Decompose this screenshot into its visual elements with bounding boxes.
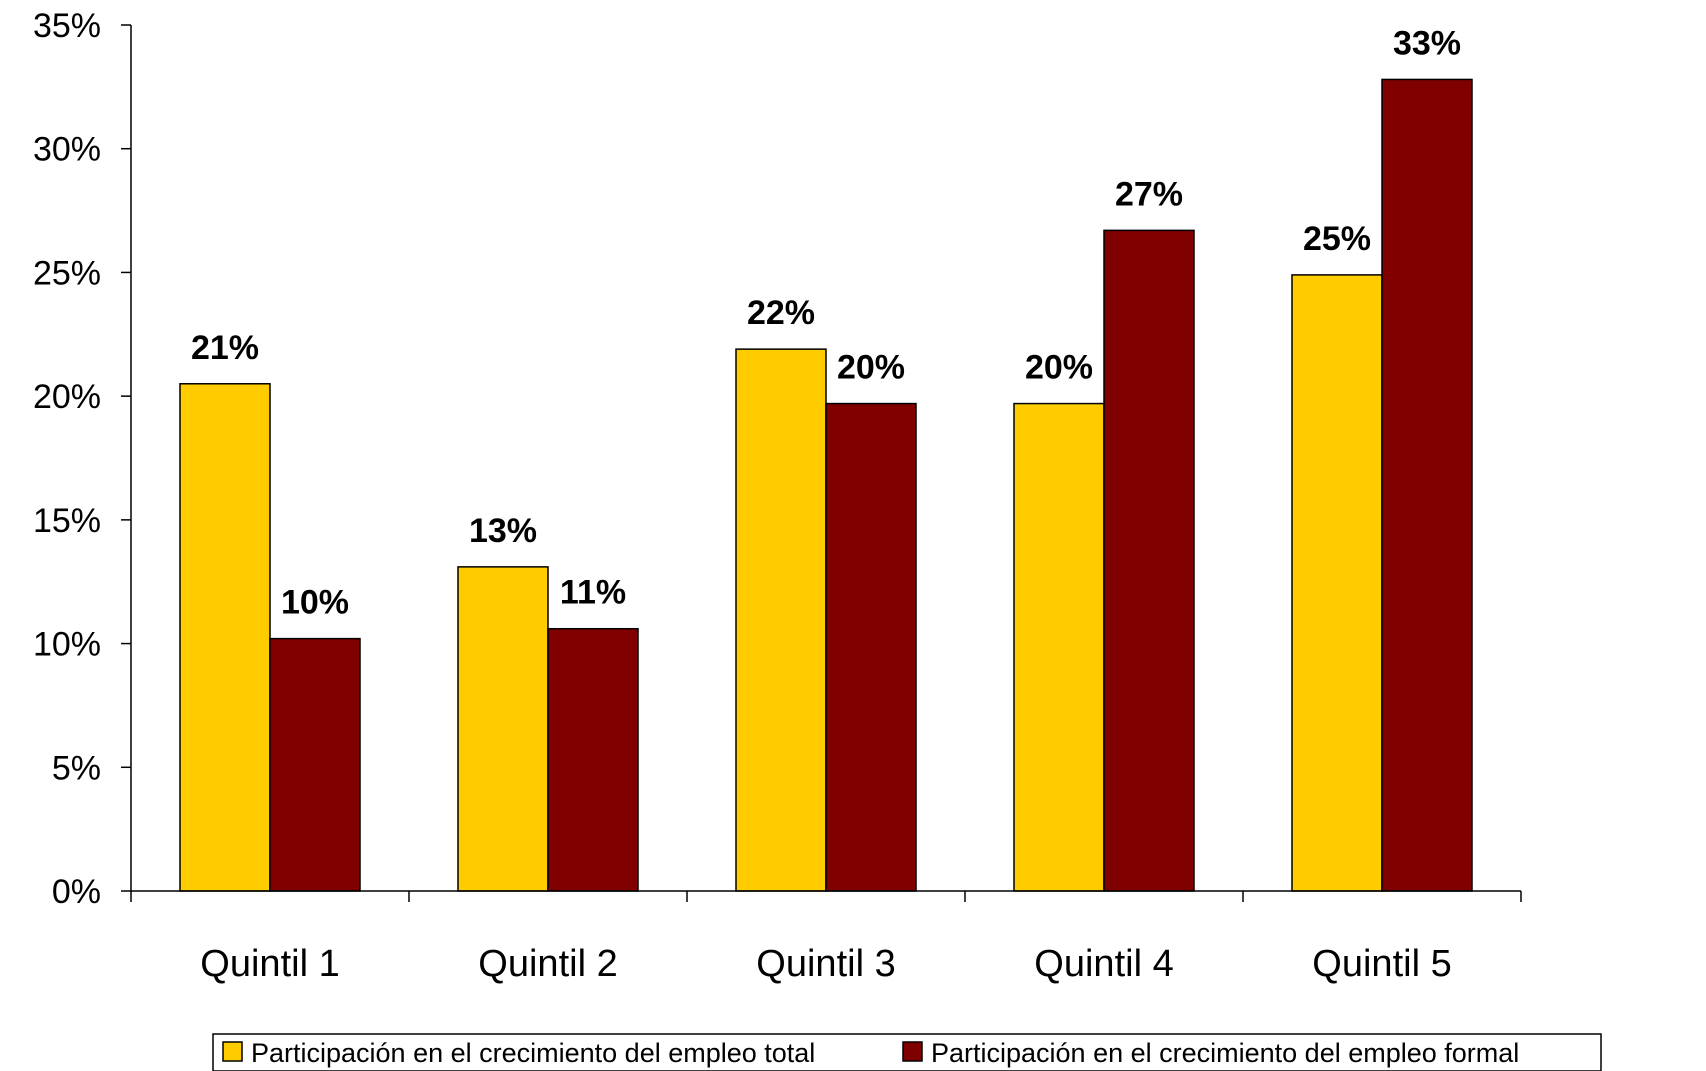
data-label-total-2: 13% bbox=[469, 512, 537, 550]
bar-total-3 bbox=[735, 348, 827, 892]
data-label-total-3: 22% bbox=[747, 294, 815, 332]
bar-total-5 bbox=[1291, 274, 1383, 892]
x-category-label: Quintil 3 bbox=[756, 943, 895, 985]
y-tick-label: 35% bbox=[33, 7, 101, 45]
x-category-label: Quintil 1 bbox=[200, 943, 339, 985]
x-category-label: Quintil 5 bbox=[1312, 943, 1451, 985]
data-label-total-4: 20% bbox=[1025, 349, 1093, 387]
data-label-formal-4: 27% bbox=[1115, 175, 1183, 213]
bar-formal-4 bbox=[1103, 229, 1195, 892]
bar-formal-5 bbox=[1381, 78, 1473, 892]
bar-total-2 bbox=[457, 566, 549, 892]
bar-total-4 bbox=[1013, 402, 1105, 892]
data-labels: 21% 10% 13% 11% 22% 20% 20% 27% 25% 33% bbox=[191, 24, 1461, 621]
legend-swatch-formal bbox=[902, 1041, 923, 1062]
x-axis: Quintil 1 Quintil 2 Quintil 3 Quintil 4 Quin… bbox=[130, 890, 1522, 985]
legend-label-formal: Participación en el crecimiento del empl… bbox=[931, 1038, 1519, 1068]
data-label-total-1: 21% bbox=[191, 329, 259, 367]
legend: Participación en el crecimiento del empl… bbox=[212, 1033, 1602, 1071]
x-category-label: Quintil 2 bbox=[478, 943, 617, 985]
data-label-formal-1: 10% bbox=[281, 584, 349, 622]
data-label-formal-3: 20% bbox=[837, 349, 905, 387]
y-tick-label: 5% bbox=[52, 749, 101, 787]
bars bbox=[179, 78, 1473, 892]
y-tick-label: 10% bbox=[33, 626, 101, 664]
bar-formal-3 bbox=[825, 402, 917, 892]
y-tick-label: 20% bbox=[33, 378, 101, 416]
bar-total-1 bbox=[179, 383, 271, 892]
data-label-formal-5: 33% bbox=[1393, 24, 1461, 62]
bar-formal-2 bbox=[547, 627, 639, 892]
y-tick-label: 25% bbox=[33, 254, 101, 292]
legend-swatch-total bbox=[222, 1041, 243, 1062]
y-tick-label: 15% bbox=[33, 502, 101, 540]
y-axis: 0% 5% 10% 15% 20% 25% 30% 35% bbox=[33, 7, 132, 911]
data-label-total-5: 25% bbox=[1303, 220, 1371, 258]
bar-formal-1 bbox=[269, 637, 361, 892]
legend-label-total: Participación en el crecimiento del empl… bbox=[251, 1038, 815, 1068]
x-category-label: Quintil 4 bbox=[1034, 943, 1173, 985]
data-label-formal-2: 11% bbox=[560, 574, 626, 612]
y-tick-label: 0% bbox=[52, 873, 101, 911]
y-tick-label: 30% bbox=[33, 131, 101, 169]
